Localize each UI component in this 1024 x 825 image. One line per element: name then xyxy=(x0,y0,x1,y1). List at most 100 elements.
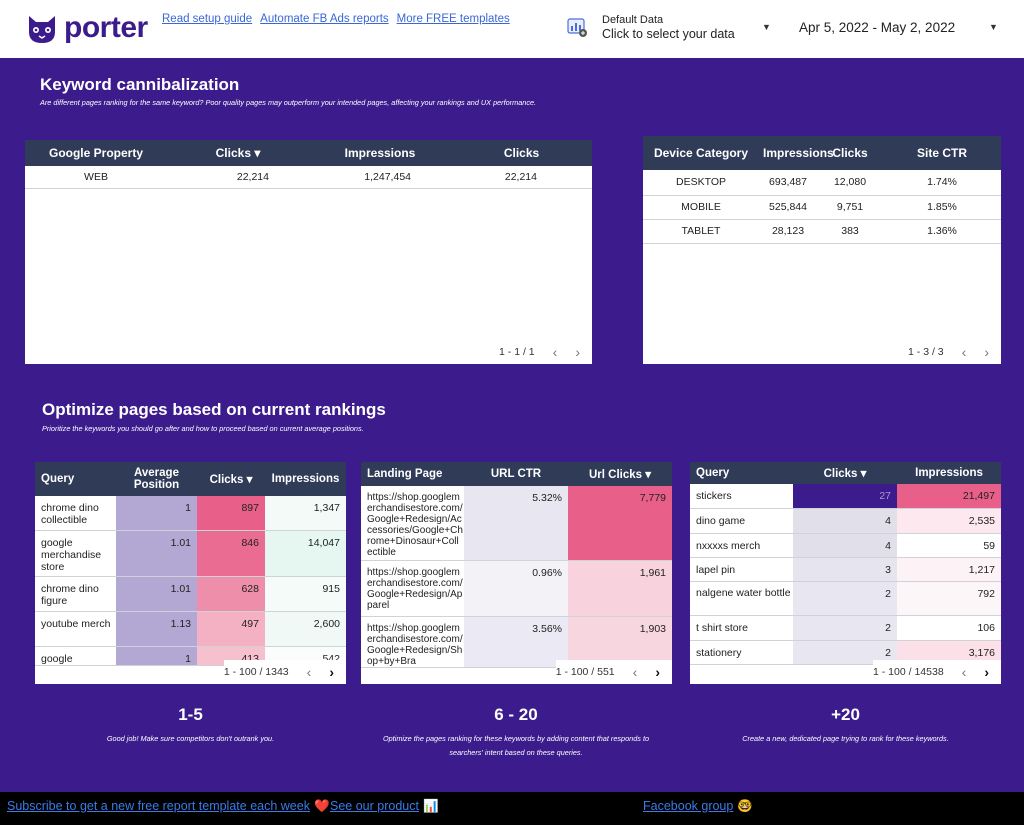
col-site-ctr[interactable]: Site CTR xyxy=(883,136,1001,170)
cell: 4 xyxy=(793,533,897,558)
cell: dino game xyxy=(690,508,793,534)
table-row: stickers 27 21,497 xyxy=(690,484,1001,509)
header-links: Read setup guide Automate FB Ads reports… xyxy=(162,13,510,25)
table-row: google 1 413 542 xyxy=(35,646,346,666)
col-clicks-sorted[interactable]: Clicks ▾ xyxy=(197,462,265,496)
table-row: TABLET 28,123 383 1.36% xyxy=(643,219,1001,244)
porter-logo[interactable]: porter xyxy=(24,10,148,46)
cell: 106 xyxy=(897,615,1001,641)
more-free-templates-link[interactable]: More FREE templates xyxy=(396,13,510,25)
cell: https://shop.googlemerchandisestore.com/… xyxy=(361,486,464,561)
table-row: https://shop.googlemerchandisestore.com/… xyxy=(361,560,672,617)
see-product-link-text: See our product xyxy=(330,799,419,813)
col-average-position[interactable]: Average Position xyxy=(116,462,197,496)
data-source-selector[interactable]: Default Data Click to select your data xyxy=(566,14,735,41)
col-clicks[interactable]: Clicks xyxy=(451,140,592,166)
next-page-icon[interactable]: › xyxy=(984,344,989,360)
table-row: https://shop.googlemerchandisestore.com/… xyxy=(361,616,672,668)
cell: 2 xyxy=(793,581,897,616)
next-page-icon[interactable]: › xyxy=(575,344,580,360)
cell: 5.32% xyxy=(464,486,568,561)
cell: 792 xyxy=(897,581,1001,616)
next-page-icon[interactable]: › xyxy=(984,664,989,680)
section-subtitle-cannibalization: Are different pages ranking for the same… xyxy=(40,98,537,107)
table-row: https://shop.googlemerchandisestore.com/… xyxy=(361,486,672,561)
next-page-icon[interactable]: › xyxy=(329,664,334,680)
col-query[interactable]: Query xyxy=(690,462,793,484)
device-table-panel: Device Category Impressions Clicks Site … xyxy=(643,136,1001,364)
col-landing-page[interactable]: Landing Page xyxy=(361,462,464,486)
cell: stationery xyxy=(690,640,793,665)
caption-text: Create a new, dedicated page trying to r… xyxy=(742,734,949,743)
cell: 22,214 xyxy=(451,166,592,189)
table-row: nalgene water bottle 2 792 xyxy=(690,581,1001,616)
query-clicks-table: Query Clicks ▾ Impressions stickers 27 2… xyxy=(690,462,1001,665)
cell: 1 xyxy=(116,496,197,531)
data-source-subtitle: Click to select your data xyxy=(602,27,735,41)
cell: 14,047 xyxy=(265,530,346,577)
cell: 21,497 xyxy=(897,484,1001,509)
col-clicks-sorted[interactable]: Clicks ▾ xyxy=(167,140,309,166)
col-url-ctr[interactable]: URL CTR xyxy=(464,462,568,486)
prev-page-icon[interactable]: ‹ xyxy=(552,344,558,360)
cell: 3 xyxy=(793,557,897,582)
next-page-icon[interactable]: › xyxy=(655,664,660,680)
query-clicks-table-panel: Query Clicks ▾ Impressions stickers 27 2… xyxy=(690,462,1001,684)
caption-text: Optimize the pages ranking for these key… xyxy=(382,734,650,757)
cell: 2 xyxy=(793,615,897,641)
cell: MOBILE xyxy=(643,195,759,220)
cell: youtube merch xyxy=(35,611,116,647)
prev-page-icon[interactable]: ‹ xyxy=(306,664,312,680)
subscribe-link-text: Subscribe to get a new free report templ… xyxy=(7,799,310,813)
facebook-group-link[interactable]: Facebook group 🤓 xyxy=(643,799,753,814)
col-impressions[interactable]: Impressions xyxy=(309,140,451,166)
col-device-category[interactable]: Device Category xyxy=(643,136,759,170)
table-row: nxxxxs merch 4 59 xyxy=(690,533,1001,558)
date-range-dropdown-icon[interactable]: ▼ xyxy=(989,22,998,32)
cell: 59 xyxy=(897,533,1001,558)
cell: DESKTOP xyxy=(643,170,759,196)
cell: 0.96% xyxy=(464,560,568,617)
col-impressions[interactable]: Impressions xyxy=(759,136,834,170)
col-impressions[interactable]: Impressions xyxy=(265,462,346,496)
col-clicks-sorted[interactable]: Clicks ▾ xyxy=(793,462,897,484)
prev-page-icon[interactable]: ‹ xyxy=(961,344,967,360)
cell: https://shop.googlemerchandisestore.com/… xyxy=(361,616,464,668)
cell: 1.01 xyxy=(116,530,197,577)
nerd-face-icon: 🤓 xyxy=(737,799,753,813)
table-row: chrome dino collectible 1 897 1,347 xyxy=(35,496,346,531)
table-row: WEB 22,214 1,247,454 22,214 xyxy=(25,166,592,189)
cell: 2,535 xyxy=(897,508,1001,534)
col-google-property[interactable]: Google Property xyxy=(25,140,167,166)
cell: 1,247,454 xyxy=(309,166,451,189)
see-product-link[interactable]: See our product 📊 xyxy=(330,799,439,814)
cell: 4 xyxy=(793,508,897,534)
data-source-title: Default Data xyxy=(602,14,664,26)
prev-page-icon[interactable]: ‹ xyxy=(961,664,967,680)
cell: 1.01 xyxy=(116,576,197,612)
subscribe-link[interactable]: Subscribe to get a new free report templ… xyxy=(7,799,330,814)
cell: 897 xyxy=(197,496,265,531)
cell: 3.56% xyxy=(464,616,568,668)
cell: 9,751 xyxy=(817,195,883,220)
caption-1-5: 1-5 Good job! Make sure competitors don'… xyxy=(35,705,346,746)
read-setup-guide-link[interactable]: Read setup guide xyxy=(162,13,253,25)
col-query[interactable]: Query xyxy=(35,462,116,496)
table-row: lapel pin 3 1,217 xyxy=(690,557,1001,582)
cell: 12,080 xyxy=(817,170,883,196)
date-range-picker[interactable]: Apr 5, 2022 - May 2, 2022 xyxy=(799,20,956,35)
data-source-dropdown-icon[interactable]: ▼ xyxy=(762,22,771,32)
col-impressions[interactable]: Impressions xyxy=(897,462,1001,484)
cell: 525,844 xyxy=(759,195,817,220)
col-url-clicks-sorted[interactable]: Url Clicks ▾ xyxy=(568,462,672,486)
cell: 915 xyxy=(265,576,346,612)
prev-page-icon[interactable]: ‹ xyxy=(632,664,638,680)
pager: 1 - 100 / 1343 ‹ › xyxy=(223,660,346,684)
table-row: google merchandise store 1.01 846 14,047 xyxy=(35,530,346,577)
cell: 28,123 xyxy=(759,219,817,244)
automate-fb-ads-link[interactable]: Automate FB Ads reports xyxy=(260,13,389,25)
col-clicks[interactable]: Clicks xyxy=(817,136,883,170)
property-table-panel: Google Property Clicks ▾ Impressions Cli… xyxy=(25,140,592,364)
cell: nalgene water bottle xyxy=(690,581,793,616)
cell: 1 xyxy=(116,646,197,666)
